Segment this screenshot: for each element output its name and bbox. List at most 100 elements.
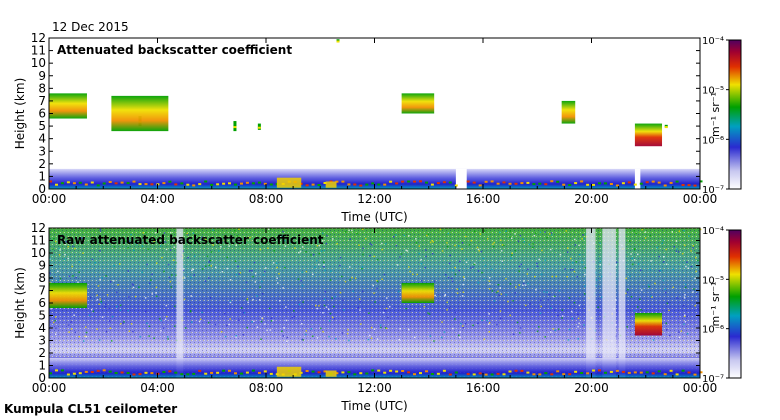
surface-return [448, 373, 452, 376]
noise-dot [58, 254, 61, 256]
noise-dot [649, 234, 652, 237]
noise-dot [420, 258, 422, 261]
noise-dot [97, 285, 100, 287]
noise-stripe [176, 228, 184, 378]
noise-dot [246, 326, 248, 329]
noise-dot [479, 233, 482, 235]
noise-dot [594, 271, 597, 274]
noise-dot [370, 337, 373, 339]
surface-return [269, 372, 273, 375]
noise-dot [690, 265, 693, 268]
surface-layer [49, 177, 703, 188]
noise-dot [238, 228, 240, 231]
noise-dot [510, 237, 513, 239]
surface-return [675, 180, 679, 183]
noise-dot [427, 233, 430, 235]
noise-dot [301, 271, 304, 273]
noise-dot [444, 293, 447, 296]
noise-dot [634, 248, 636, 250]
surface-return [353, 183, 357, 186]
noise-dot [234, 230, 236, 232]
surface-return [544, 183, 548, 186]
surface-return [305, 370, 309, 372]
noise-dot [431, 253, 434, 255]
noise-dot [381, 242, 383, 245]
noise-dot [555, 275, 558, 278]
noise-dot [663, 261, 665, 263]
surface-return [49, 180, 52, 183]
noise-dot [559, 253, 562, 256]
x-tick-label: 00:00 [32, 192, 67, 206]
surface-return [84, 183, 88, 186]
surface-return [436, 182, 440, 185]
noise-dot [270, 320, 273, 322]
surface-return [442, 181, 446, 184]
noise-dot [400, 253, 403, 255]
raw-attenuated-backscatter-panel: Raw attenuated backscatter coefficient01… [13, 221, 742, 413]
noise-dot [98, 339, 101, 341]
noise-dot [683, 229, 685, 232]
noise-dot [163, 327, 165, 329]
noise-dot [132, 330, 134, 333]
noise-dot [234, 260, 237, 262]
noise-dot [209, 259, 211, 262]
noise-dot [235, 273, 238, 276]
noise-dot [533, 234, 536, 237]
noise-dot [276, 277, 278, 279]
noise-dot [641, 229, 643, 231]
noise-dot [329, 279, 332, 281]
noise-dot [99, 230, 102, 232]
noise-dot [58, 247, 60, 250]
surface-return [311, 183, 315, 186]
noise-dot [341, 275, 343, 278]
noise-dot [325, 243, 328, 245]
noise-dot [509, 314, 511, 317]
noise-dot [682, 304, 685, 307]
noise-dot [477, 281, 480, 284]
surface-return [198, 183, 202, 186]
noise-dot [561, 315, 564, 317]
noise-dot [298, 303, 301, 306]
noise-dot [276, 266, 278, 269]
noise-dot [678, 230, 680, 232]
noise-dot [639, 269, 642, 271]
noise-dot [546, 236, 548, 239]
surface-return [198, 369, 202, 372]
noise-dot [141, 271, 143, 274]
noise-dot [322, 232, 324, 234]
surface-return [234, 183, 237, 186]
noise-dot [192, 268, 194, 271]
y-tick-label: 8 [38, 271, 46, 285]
y-tick-label: 11 [31, 44, 46, 58]
noise-dot [577, 325, 579, 328]
noise-dot [332, 238, 334, 240]
noise-dot [695, 270, 697, 273]
surface-return [604, 182, 607, 185]
noise-dot [226, 324, 228, 327]
noise-dot [228, 323, 230, 326]
noise-dot [156, 262, 158, 264]
noise-dot [240, 307, 243, 309]
surface-return [150, 183, 154, 186]
noise-dot [67, 324, 70, 326]
noise-dot [454, 244, 456, 247]
noise-dot [78, 271, 80, 273]
noise-dot [165, 304, 168, 307]
noise-dot [161, 256, 163, 259]
noise-dot [283, 327, 285, 329]
noise-dot [172, 259, 175, 261]
noise-dot [170, 286, 172, 288]
noise-dot [499, 287, 501, 289]
noise-dot [132, 284, 134, 286]
noise-dot [667, 301, 670, 304]
noise-dot [661, 242, 663, 245]
noise-dot [550, 307, 552, 309]
noise-dot [151, 293, 153, 295]
noise-dot [468, 244, 471, 246]
surface-return [496, 182, 500, 185]
noise-dot [632, 263, 634, 266]
noise-dot [50, 307, 52, 310]
noise-dot [584, 285, 586, 287]
noise-dot [88, 314, 91, 317]
noise-dot [565, 230, 567, 232]
